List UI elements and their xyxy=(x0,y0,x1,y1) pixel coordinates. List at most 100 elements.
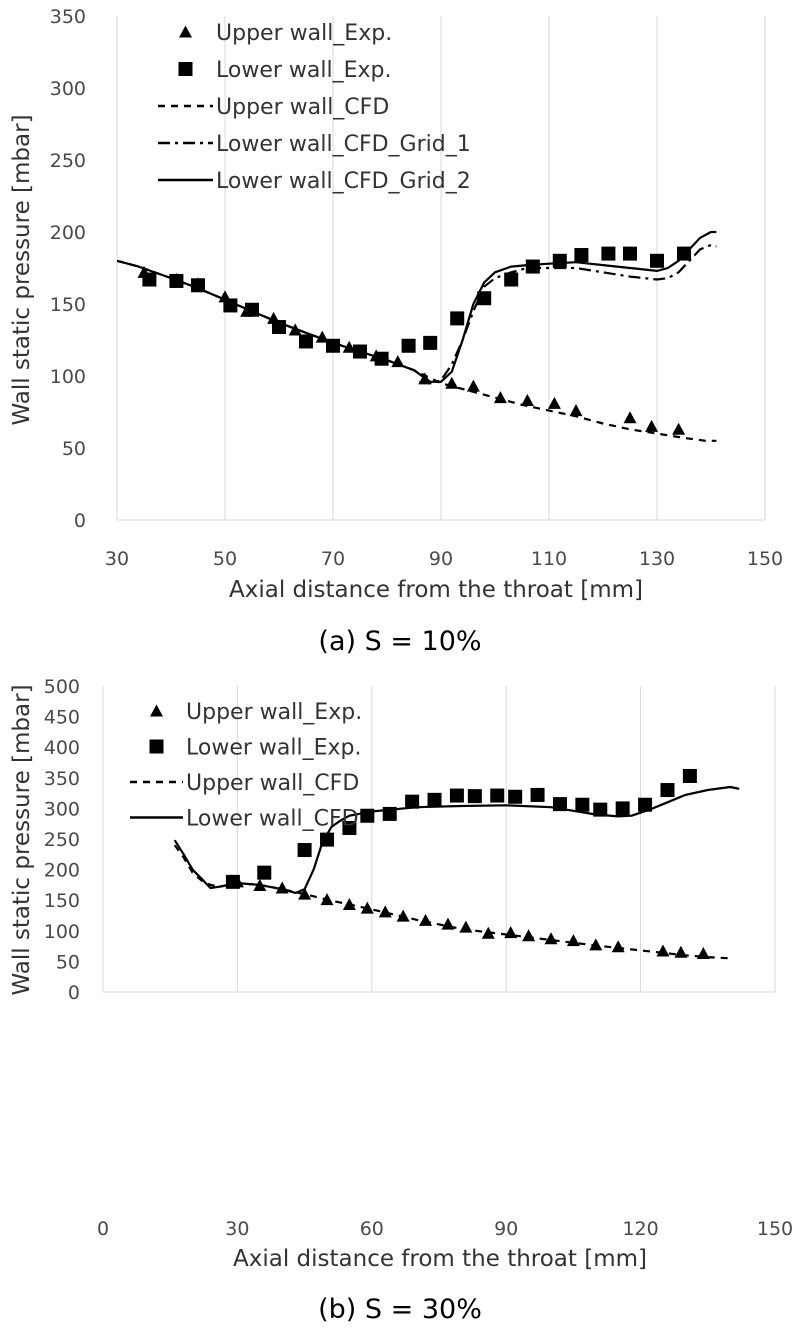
square-marker xyxy=(223,298,238,313)
legend-item: Lower wall_CFD_Grid_1 xyxy=(158,132,471,157)
square-marker xyxy=(574,248,589,263)
y-tick-label: 450 xyxy=(44,707,80,729)
triangle-marker xyxy=(520,393,534,407)
legend-item: Lower wall_CFD xyxy=(130,807,359,832)
triangle-marker xyxy=(569,404,583,417)
triangle-marker xyxy=(623,411,637,424)
legend-item: Lower wall_CFD_Grid_2 xyxy=(158,169,471,194)
y-tick-label: 0 xyxy=(74,510,86,532)
series-solid xyxy=(117,230,717,383)
square-marker xyxy=(401,338,416,353)
square-marker xyxy=(615,801,630,816)
triangle-marker xyxy=(298,887,312,900)
chart-b-legend: Upper wall_Exp. Lower wall_Exp. Upper wall… xyxy=(130,700,362,832)
square-marker xyxy=(638,797,653,812)
square-marker xyxy=(299,334,313,349)
y-tick-label: 200 xyxy=(44,860,80,882)
square-marker xyxy=(623,246,637,261)
series-dashed xyxy=(173,844,731,960)
triangle-marker xyxy=(466,379,480,392)
series-square xyxy=(142,246,691,366)
legend-label: Upper wall_Exp. xyxy=(216,21,392,46)
x-tick-label: 70 xyxy=(321,548,345,570)
y-tick-label: 50 xyxy=(62,438,86,460)
triangle-marker xyxy=(645,419,659,432)
y-tick-label: 350 xyxy=(50,6,86,28)
square-marker xyxy=(257,865,272,880)
x-tick-label: 30 xyxy=(225,1218,249,1240)
square-marker xyxy=(682,768,697,783)
triangle-marker xyxy=(459,920,473,933)
legend-label: Lower wall_Exp. xyxy=(216,58,391,83)
legend-item: Upper wall_Exp. xyxy=(150,700,362,725)
legend-square-marker xyxy=(178,62,193,76)
series-line xyxy=(173,844,731,960)
series-dashdot xyxy=(419,243,717,385)
square-marker xyxy=(225,874,240,889)
square-marker xyxy=(423,335,438,350)
x-tick-label: 150 xyxy=(757,1218,793,1240)
y-tick-label: 0 xyxy=(68,982,80,1004)
square-marker xyxy=(297,843,312,858)
chart-b-caption: (b) S = 30% xyxy=(318,1294,482,1325)
x-tick-label: 110 xyxy=(531,548,567,570)
y-tick-label: 100 xyxy=(50,366,86,388)
square-marker xyxy=(467,789,482,804)
square-marker xyxy=(504,272,519,287)
x-tick-label: 130 xyxy=(639,548,675,570)
legend-item: Upper wall_CFD xyxy=(158,95,389,120)
y-tick-label: 150 xyxy=(50,294,86,316)
chart-b-x-axis-title: Axial distance from the throat [mm] xyxy=(233,1246,647,1272)
square-marker xyxy=(450,311,465,326)
square-marker xyxy=(660,783,675,798)
triangle-marker xyxy=(378,905,392,918)
legend-triangle-marker xyxy=(179,25,192,38)
chart-a-x-ticks: 30 50 70 90 110 130 150 xyxy=(105,548,783,570)
triangle-marker xyxy=(547,396,561,409)
chart-b-x-ticks: 0 30 60 90 120 150 xyxy=(97,1218,793,1240)
y-tick-label: 50 xyxy=(56,951,80,973)
chart-a-series xyxy=(117,230,717,442)
series-square xyxy=(225,768,697,889)
series-dashed xyxy=(117,259,717,442)
triangle-marker xyxy=(419,913,433,926)
chart-b-y-ticks: 0 50 100 150 200 250 300 350 400 450 500 xyxy=(44,676,80,1004)
x-tick-label: 90 xyxy=(494,1218,518,1240)
square-marker xyxy=(650,253,664,268)
y-tick-label: 350 xyxy=(44,768,80,790)
chart-a-caption: (a) S = 10% xyxy=(318,626,481,657)
legend-square-marker xyxy=(149,739,164,754)
square-marker xyxy=(525,259,540,274)
chart-a-legend: Upper wall_Exp. Lower wall_Exp. Upper wall… xyxy=(158,21,471,194)
square-marker xyxy=(508,789,523,804)
square-marker xyxy=(477,291,492,306)
series-line xyxy=(117,259,717,442)
triangle-marker xyxy=(589,938,603,951)
triangle-marker xyxy=(445,376,459,389)
x-tick-label: 120 xyxy=(622,1218,658,1240)
chart-b-series xyxy=(173,768,740,960)
y-tick-label: 300 xyxy=(50,78,86,100)
legend-item: Upper wall_Exp. xyxy=(179,21,392,46)
legend-item: Lower wall_Exp. xyxy=(149,736,361,761)
y-tick-label: 200 xyxy=(50,222,86,244)
legend-label: Lower wall_CFD xyxy=(186,807,359,832)
x-tick-label: 90 xyxy=(429,548,453,570)
chart-b-grid xyxy=(102,686,776,993)
square-marker xyxy=(449,788,464,803)
x-tick-label: 150 xyxy=(747,548,783,570)
series-solid xyxy=(173,785,740,894)
chart-a-y-axis-title: Wall static pressure [mbar] xyxy=(9,114,35,425)
square-marker xyxy=(601,246,616,261)
triangle-marker xyxy=(522,929,536,942)
triangle-marker xyxy=(611,940,625,953)
y-tick-label: 100 xyxy=(44,921,80,943)
chart-b-y-axis-title: Wall static pressure [mbar] xyxy=(9,684,35,995)
square-marker xyxy=(490,788,505,803)
square-marker xyxy=(427,792,442,807)
legend-label: Lower wall_CFD_Grid_1 xyxy=(216,132,471,157)
chart-a-x-axis-title: Axial distance from the throat [mm] xyxy=(229,577,643,603)
triangle-marker xyxy=(493,391,507,404)
